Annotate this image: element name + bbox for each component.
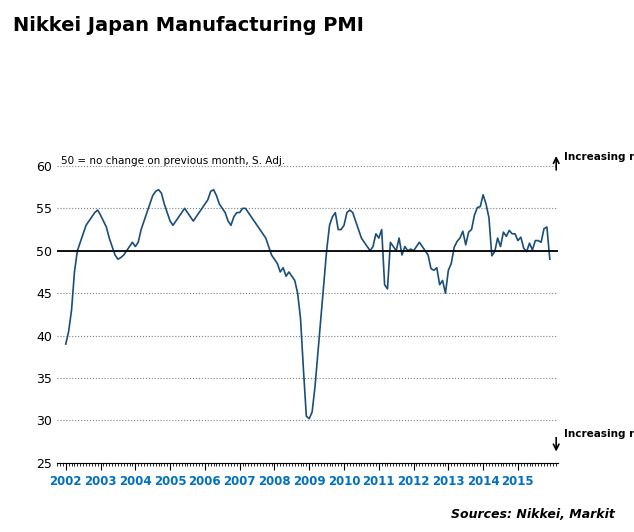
- Text: Increasing rate of contraction: Increasing rate of contraction: [564, 429, 634, 439]
- Text: Sources: Nikkei, Markit: Sources: Nikkei, Markit: [451, 509, 615, 521]
- Text: Increasing rate of expansion: Increasing rate of expansion: [564, 152, 634, 162]
- Text: 50 = no change on previous month, S. Adj.: 50 = no change on previous month, S. Adj…: [60, 156, 285, 166]
- Text: Nikkei Japan Manufacturing PMI: Nikkei Japan Manufacturing PMI: [13, 16, 363, 35]
